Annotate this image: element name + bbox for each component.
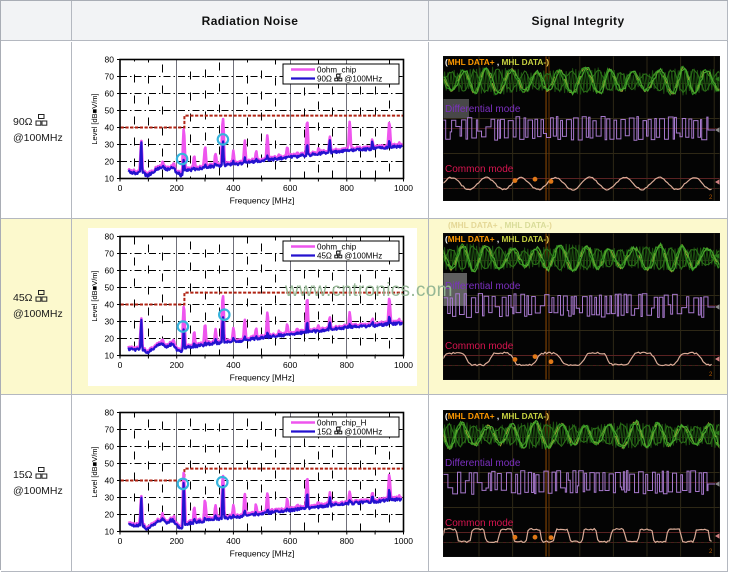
svg-text:70: 70 (105, 424, 115, 434)
svg-text:60: 60 (105, 265, 115, 275)
svg-text:50: 50 (105, 282, 115, 292)
svg-text:0: 0 (118, 183, 123, 193)
svg-text:10: 10 (105, 526, 115, 536)
svg-text:40: 40 (105, 299, 115, 309)
svg-text:200: 200 (170, 360, 184, 370)
svg-text:800: 800 (340, 183, 354, 193)
svg-text:400: 400 (226, 183, 240, 193)
svg-text:80: 80 (105, 407, 115, 417)
svg-text:20: 20 (105, 156, 115, 166)
svg-text:Level [dB■V/m]: Level [dB■V/m] (90, 446, 99, 497)
svg-text:Level [dB■V/m]: Level [dB■V/m] (90, 270, 99, 321)
svg-text:30: 30 (105, 492, 115, 502)
svg-text:Common mode: Common mode (445, 341, 514, 352)
svg-text:70: 70 (105, 71, 115, 81)
svg-text:10: 10 (105, 350, 115, 360)
svg-text:0ohm_chip_H: 0ohm_chip_H (317, 419, 367, 428)
svg-text:1000: 1000 (394, 360, 413, 370)
svg-text:60: 60 (105, 441, 115, 451)
svg-text:0ohm_chip: 0ohm_chip (317, 242, 357, 251)
svg-text:1000: 1000 (394, 536, 413, 546)
svg-text:90Ω: 90Ω (317, 74, 332, 83)
svg-text:@100MHz: @100MHz (344, 428, 382, 437)
svg-text:20: 20 (105, 333, 115, 343)
svg-text:200: 200 (170, 536, 184, 546)
svg-text:800: 800 (340, 536, 354, 546)
svg-text:600: 600 (283, 536, 297, 546)
svg-text:Common mode: Common mode (445, 518, 514, 529)
svg-text:600: 600 (283, 360, 297, 370)
svg-text:80: 80 (105, 54, 115, 64)
svg-text:2: 2 (709, 195, 713, 201)
svg-text:Differential mode: Differential mode (445, 281, 521, 292)
svg-text:2: 2 (709, 549, 713, 555)
svg-text:Level [dB■V/m]: Level [dB■V/m] (90, 93, 99, 144)
svg-text:(MHL DATA+ , MHL DATA-): (MHL DATA+ , MHL DATA-) (445, 57, 549, 67)
svg-text:1000: 1000 (394, 183, 413, 193)
svg-text:@100MHz: @100MHz (344, 74, 382, 83)
svg-text:0ohm_chip: 0ohm_chip (317, 65, 357, 74)
svg-text:10: 10 (105, 173, 115, 183)
svg-text:Frequency [MHz]: Frequency [MHz] (230, 372, 295, 382)
svg-text:(MHL DATA+ , MHL DATA-): (MHL DATA+ , MHL DATA-) (445, 234, 549, 244)
svg-text:Differential mode: Differential mode (445, 458, 521, 469)
svg-text:0: 0 (118, 536, 123, 546)
svg-text:Frequency [MHz]: Frequency [MHz] (230, 195, 295, 205)
svg-text:0: 0 (118, 360, 123, 370)
svg-text:70: 70 (105, 248, 115, 258)
svg-text:Common mode: Common mode (445, 164, 514, 175)
svg-text:60: 60 (105, 88, 115, 98)
svg-text:15Ω: 15Ω (317, 428, 332, 437)
svg-text:30: 30 (105, 316, 115, 326)
svg-text:(MHL DATA+ , MHL DATA-): (MHL DATA+ , MHL DATA-) (445, 410, 549, 420)
svg-text:400: 400 (226, 360, 240, 370)
svg-text:Differential mode: Differential mode (445, 104, 521, 115)
svg-text:30: 30 (105, 139, 115, 149)
svg-text:40: 40 (105, 475, 115, 485)
svg-text:45Ω: 45Ω (317, 251, 332, 260)
svg-text:40: 40 (105, 122, 115, 132)
svg-text:Frequency [MHz]: Frequency [MHz] (230, 549, 295, 559)
svg-text:20: 20 (105, 509, 115, 519)
svg-text:800: 800 (340, 360, 354, 370)
svg-text:600: 600 (283, 183, 297, 193)
svg-text:2: 2 (709, 372, 713, 378)
svg-text:50: 50 (105, 458, 115, 468)
svg-text:80: 80 (105, 231, 115, 241)
svg-text:@100MHz: @100MHz (344, 251, 382, 260)
svg-text:400: 400 (226, 536, 240, 546)
svg-text:200: 200 (170, 183, 184, 193)
svg-text:50: 50 (105, 105, 115, 115)
